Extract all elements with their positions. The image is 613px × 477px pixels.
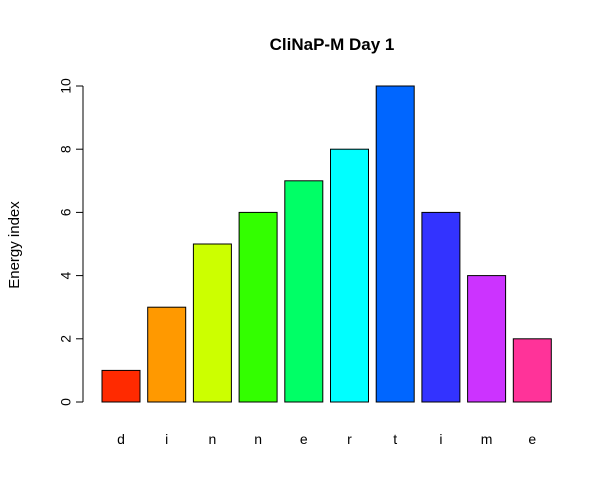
- y-tick-label-8: 8: [58, 145, 74, 153]
- bar-3-n: [238, 211, 278, 403]
- category-label-0: d: [117, 431, 125, 447]
- bar-0-d: [101, 369, 141, 403]
- category-label-6: t: [393, 431, 397, 447]
- y-tick-label-6: 6: [58, 208, 74, 216]
- y-axis: 0 2 4 6 8 10: [58, 78, 84, 406]
- y-tick-label-2: 2: [58, 335, 74, 343]
- bars: [101, 85, 552, 403]
- y-tick-label-10: 10: [58, 78, 74, 94]
- bar-7-i: [421, 211, 461, 403]
- bar-8-m: [467, 275, 507, 403]
- chart-title: CliNaP-M Day 1: [270, 35, 395, 54]
- category-label-5: r: [347, 431, 352, 447]
- bar-9-e: [512, 338, 552, 403]
- category-label-7: i: [439, 431, 442, 447]
- bar-5-r: [330, 148, 369, 403]
- category-label-1: i: [165, 431, 168, 447]
- category-label-9: e: [528, 431, 536, 447]
- category-label-2: n: [209, 431, 217, 447]
- y-tick-label-0: 0: [58, 398, 74, 406]
- y-axis-label: Energy index: [6, 201, 23, 289]
- y-tick-label-4: 4: [58, 271, 74, 279]
- bar-1-i: [147, 306, 187, 403]
- bar-6-t: [375, 85, 415, 403]
- bar-4-e: [284, 180, 324, 403]
- bar-2-n: [192, 243, 232, 403]
- category-label-3: n: [254, 431, 262, 447]
- category-label-4: e: [300, 431, 308, 447]
- category-label-8: m: [481, 431, 493, 447]
